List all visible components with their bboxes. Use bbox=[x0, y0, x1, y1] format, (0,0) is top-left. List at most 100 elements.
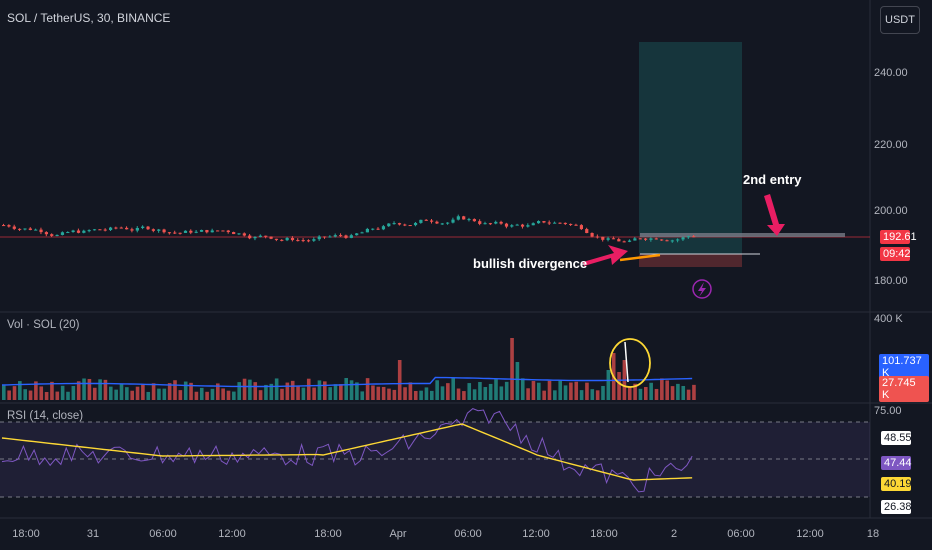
candle-body bbox=[654, 238, 658, 240]
candle-body bbox=[424, 219, 428, 221]
volume-bar bbox=[146, 391, 151, 400]
volume-bar bbox=[98, 379, 102, 400]
volume-bar bbox=[638, 388, 643, 400]
time-label: 18:00 bbox=[12, 528, 40, 540]
candle-body bbox=[114, 227, 118, 229]
volume-bar bbox=[173, 380, 177, 400]
time-label: 18 bbox=[866, 528, 880, 540]
candle-body bbox=[232, 232, 236, 235]
candle-body bbox=[472, 219, 476, 222]
candle-body bbox=[12, 226, 16, 229]
candle-body bbox=[670, 240, 674, 242]
candle-body bbox=[28, 228, 32, 230]
candle-body bbox=[7, 225, 11, 227]
second-entry-label: 2nd entry bbox=[743, 172, 802, 187]
volume-bar bbox=[601, 385, 605, 400]
volume-bar bbox=[130, 390, 134, 400]
candle-body bbox=[547, 222, 551, 224]
divergence-line bbox=[619, 253, 661, 262]
volume-bar bbox=[344, 378, 348, 400]
volume-bar bbox=[82, 378, 86, 400]
candle-body bbox=[537, 221, 541, 224]
candle-body bbox=[71, 230, 75, 233]
volume-bar bbox=[654, 388, 659, 400]
candle-body bbox=[644, 238, 648, 240]
candle-body bbox=[87, 230, 91, 232]
time-label: 06:00 bbox=[454, 528, 482, 540]
candle-body bbox=[39, 229, 43, 233]
volume-bar bbox=[430, 390, 434, 400]
volume-bar bbox=[253, 382, 258, 400]
volume-bar bbox=[440, 386, 445, 400]
candle-body bbox=[622, 241, 626, 243]
volume-bar bbox=[515, 362, 520, 400]
price-label-180: 180.00 bbox=[874, 275, 908, 287]
rsi-level-75: 75.00 bbox=[874, 405, 902, 417]
volume-bar bbox=[590, 389, 595, 400]
time-label: 31 bbox=[86, 528, 100, 540]
price-label-220: 220.00 bbox=[874, 139, 908, 151]
rsi-pane-title: RSI (14, close) bbox=[7, 410, 84, 422]
candle-body bbox=[397, 223, 402, 225]
volume-bar bbox=[205, 391, 209, 400]
time-label: 06:00 bbox=[149, 528, 177, 540]
candle-body bbox=[103, 229, 107, 231]
candle-body bbox=[226, 230, 230, 233]
volume-bar bbox=[499, 386, 504, 400]
volume-bar bbox=[103, 379, 108, 400]
candle-body bbox=[194, 231, 198, 233]
alert-circle-icon bbox=[692, 279, 712, 299]
candle-body bbox=[23, 228, 27, 230]
candle-body bbox=[686, 236, 690, 238]
volume-bar bbox=[55, 391, 60, 400]
volume-bar bbox=[264, 384, 268, 400]
volume-bar bbox=[157, 388, 161, 400]
volume-bar bbox=[494, 379, 498, 400]
candle-body bbox=[323, 236, 327, 238]
candle-body bbox=[221, 230, 225, 232]
volume-bar bbox=[676, 383, 680, 400]
candle-body bbox=[574, 224, 578, 226]
lightning-icon bbox=[698, 282, 706, 297]
time-label: 12:00 bbox=[522, 528, 550, 540]
volume-ma-line bbox=[1, 376, 693, 388]
volume-bar bbox=[183, 381, 188, 400]
candle-body bbox=[408, 225, 412, 227]
rsi-value-b: 47.44 bbox=[881, 456, 912, 470]
candle-body bbox=[430, 220, 434, 222]
volume-highlight-circle bbox=[609, 338, 651, 388]
volume-bar bbox=[392, 389, 397, 400]
candle-body bbox=[258, 235, 262, 237]
volume-bar bbox=[606, 370, 611, 400]
volume-pointer bbox=[624, 341, 629, 383]
candle-body bbox=[590, 233, 594, 237]
volume-bar bbox=[510, 338, 514, 400]
candle-body bbox=[344, 235, 348, 238]
volume-bar bbox=[199, 387, 204, 400]
volume-bar bbox=[60, 385, 65, 400]
volume-bar bbox=[109, 386, 113, 400]
candle-body bbox=[526, 225, 530, 227]
volume-ma-badge: 101.737 K bbox=[879, 354, 929, 380]
candle-body bbox=[312, 239, 316, 241]
volume-bar bbox=[328, 387, 332, 400]
candle-body bbox=[98, 229, 102, 231]
candle-body bbox=[151, 229, 155, 231]
volume-bar bbox=[66, 391, 70, 400]
volume-bar bbox=[44, 391, 49, 400]
symbol-title: SOL / TetherUS, 30, BINANCE bbox=[7, 11, 171, 25]
volume-bar bbox=[242, 378, 247, 400]
volume-bar bbox=[290, 380, 295, 400]
volume-bar bbox=[488, 383, 493, 400]
volume-bar bbox=[526, 388, 530, 400]
candle-body bbox=[253, 236, 257, 239]
volume-bar bbox=[413, 391, 418, 400]
volume-axis-label: 400 K bbox=[874, 313, 903, 325]
volume-bar bbox=[141, 384, 145, 400]
target-zone bbox=[639, 42, 742, 254]
volume-bar bbox=[71, 385, 76, 400]
candle-body bbox=[456, 216, 460, 220]
currency-button[interactable]: USDT bbox=[880, 6, 920, 34]
volume-bar bbox=[537, 382, 541, 400]
